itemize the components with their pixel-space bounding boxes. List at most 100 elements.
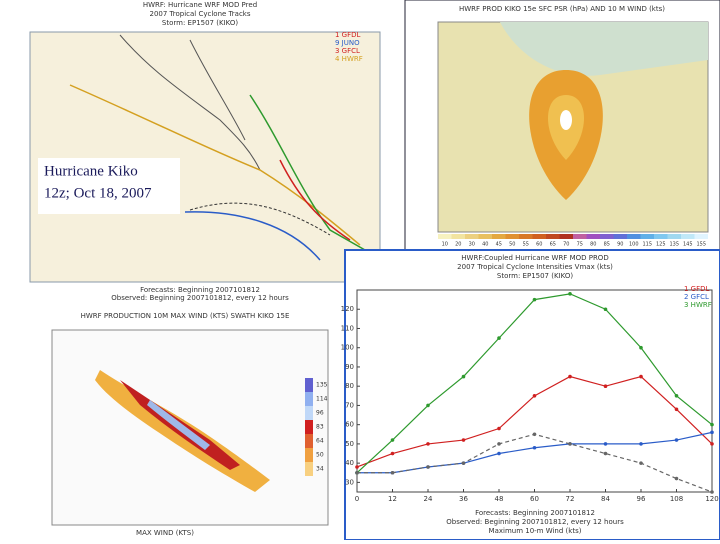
legend-entry: 2 GFCL xyxy=(684,293,709,301)
point xyxy=(390,470,395,475)
point xyxy=(710,430,714,435)
point xyxy=(426,442,430,446)
land xyxy=(438,22,708,76)
point xyxy=(674,476,679,481)
colorbar-swatch xyxy=(305,378,313,392)
point xyxy=(532,432,537,437)
y-tick-label: 60 xyxy=(345,421,354,429)
colorbar-swatch xyxy=(305,434,313,448)
colorbar-swatch xyxy=(573,234,587,239)
point xyxy=(355,470,359,475)
point xyxy=(710,422,714,427)
y-tick-label: 90 xyxy=(345,363,354,371)
track xyxy=(184,211,321,261)
legend-entry: 4 HWRF xyxy=(335,55,363,63)
track-title: 2007 Tropical Cyclone Tracks xyxy=(149,10,250,18)
chart-title: Storm: EP1507 (KIKO) xyxy=(497,272,573,280)
point xyxy=(355,465,359,469)
y-tick-label: 120 xyxy=(341,305,354,313)
colorbar-label: 100 xyxy=(629,242,639,248)
colorbar-swatch xyxy=(465,234,479,239)
point xyxy=(603,307,608,312)
point xyxy=(568,442,572,446)
colorbar-swatch xyxy=(654,234,668,239)
swath xyxy=(147,400,210,450)
point xyxy=(426,465,430,469)
colorbar-swatch xyxy=(694,234,708,239)
point xyxy=(426,403,430,408)
x-tick-label: 84 xyxy=(601,495,610,503)
colorbar-label: 96 xyxy=(316,410,324,417)
colorbar-swatch xyxy=(305,420,313,434)
swath-footer: MAX WIND (KTS) xyxy=(136,529,194,537)
colorbar-label: 125 xyxy=(656,242,666,248)
x-tick-label: 96 xyxy=(637,495,646,503)
y-tick-label: 110 xyxy=(341,324,354,332)
point xyxy=(639,461,643,465)
track-map xyxy=(29,31,381,283)
chart-footer: Forecasts: Beginning 2007101812 xyxy=(475,509,595,517)
colorbar-swatch xyxy=(478,234,492,239)
x-tick-label: 24 xyxy=(424,495,433,503)
colorbar-swatch xyxy=(640,234,654,239)
x-tick-label: 48 xyxy=(495,495,504,503)
point xyxy=(497,442,501,446)
colorbar-label: 80 xyxy=(590,242,596,248)
chart-footer: Observed: Beginning 2007101812, every 12… xyxy=(446,518,624,526)
x-tick-label: 12 xyxy=(388,495,397,503)
colorbar-swatch xyxy=(305,406,313,420)
x-tick-label: 36 xyxy=(459,495,468,503)
point xyxy=(674,394,679,398)
point xyxy=(461,461,466,465)
y-tick-label: 40 xyxy=(345,459,354,467)
colorbar-label: 50 xyxy=(509,242,515,248)
colorbar-label: 155 xyxy=(696,242,706,248)
colorbar-swatch xyxy=(305,392,313,406)
track-footer: Observed: Beginning 2007101812, every 12… xyxy=(111,294,289,302)
colorbar-label: 64 xyxy=(316,438,324,445)
point xyxy=(674,407,679,412)
colorbar-swatch xyxy=(586,234,600,239)
y-tick-label: 50 xyxy=(345,440,354,448)
point xyxy=(497,336,501,340)
point xyxy=(674,438,679,442)
point xyxy=(497,451,501,456)
y-tick-label: 100 xyxy=(341,344,354,352)
point xyxy=(639,442,643,446)
legend-entry: 1 GFDL xyxy=(684,285,710,293)
colorbar-label: 50 xyxy=(316,452,324,459)
colorbar-swatch xyxy=(519,234,533,239)
legend-entry: 3 HWRF xyxy=(684,301,712,309)
colorbar-label: 20 xyxy=(455,242,461,248)
swath-title: HWRF PRODUCTION 10M MAX WIND (KTS) SWATH… xyxy=(81,312,290,320)
colorbar-label: 83 xyxy=(316,424,324,431)
point xyxy=(497,426,501,431)
colorbar-label: 45 xyxy=(496,242,502,248)
colorbar-label: 135 xyxy=(316,382,328,389)
coastline xyxy=(119,34,261,171)
chart-title: HWRF:Coupled Hurricane WRF MOD PROD xyxy=(461,254,608,262)
colorbar-swatch xyxy=(546,234,560,239)
colorbar-swatch xyxy=(305,462,313,476)
colorbar-swatch xyxy=(600,234,614,239)
colorbar-swatch xyxy=(492,234,506,239)
colorbar-swatch xyxy=(438,234,452,239)
y-tick-label: 70 xyxy=(345,401,354,409)
colorbar-label: 115 xyxy=(642,242,652,248)
track-title: Storm: EP1507 (KIKO) xyxy=(162,19,238,27)
colorbar-label: 114 xyxy=(316,396,328,403)
point xyxy=(568,292,572,296)
point xyxy=(568,374,572,379)
track xyxy=(69,84,361,246)
legend-entry: 1 GFDL xyxy=(335,31,361,39)
colorbar-swatch xyxy=(613,234,627,239)
overlay-box xyxy=(38,158,180,214)
x-tick-label: 120 xyxy=(705,495,718,503)
point xyxy=(603,451,608,456)
x-tick-label: 108 xyxy=(670,495,683,503)
point xyxy=(639,345,643,350)
colorbar-swatch xyxy=(559,234,573,239)
colorbar-label: 70 xyxy=(563,242,569,248)
chart-footer: Maximum 10-m Wind (kts) xyxy=(489,527,582,535)
colorbar-label: 30 xyxy=(469,242,475,248)
